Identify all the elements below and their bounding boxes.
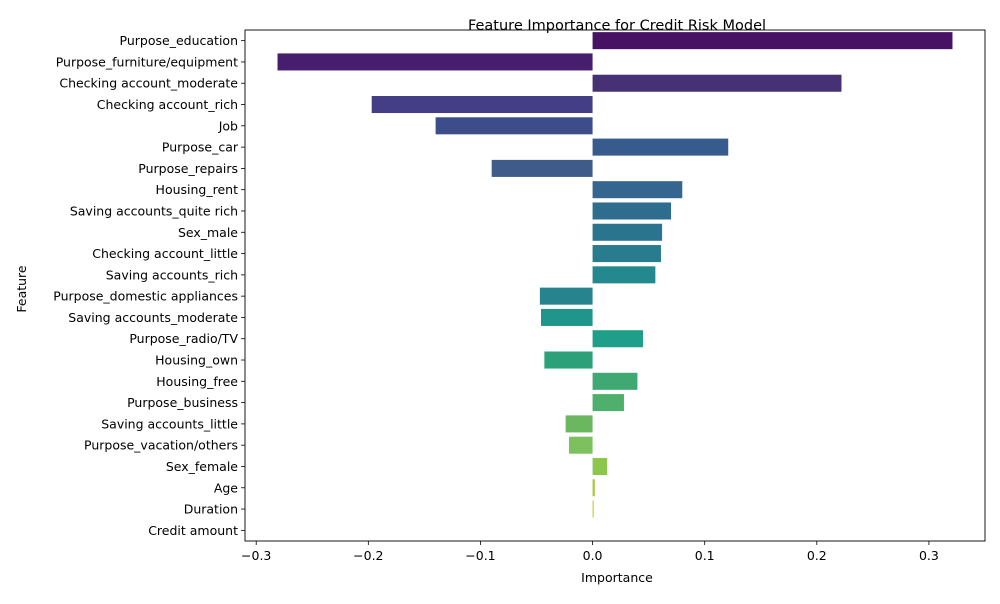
- bar: [592, 266, 656, 284]
- chart-title: Feature Importance for Credit Risk Model: [468, 18, 766, 34]
- bar: [592, 245, 661, 263]
- plot-frame: [244, 29, 986, 542]
- y-axis-label: Feature: [14, 265, 29, 313]
- x-tick-label: −0.2: [353, 548, 383, 563]
- x-tick-label: 0.3: [919, 548, 939, 563]
- bar: [277, 53, 593, 71]
- bar: [592, 479, 595, 497]
- y-tick-label: Purpose_repairs: [138, 161, 238, 176]
- bar: [565, 415, 593, 433]
- bar: [592, 202, 672, 220]
- y-tick-label: Purpose_vacation/others: [84, 438, 238, 453]
- y-tick-label: Checking account_rich: [97, 97, 238, 112]
- bar: [592, 500, 594, 518]
- y-tick-label: Purpose_car: [162, 140, 239, 155]
- y-tick-label: Sex_male: [178, 225, 238, 240]
- y-tick-label: Age: [214, 480, 238, 495]
- y-tick-label: Checking account_little: [92, 246, 238, 261]
- bar: [592, 330, 644, 348]
- x-tick-label: 0.2: [807, 548, 827, 563]
- y-tick-label: Saving accounts_moderate: [68, 310, 238, 325]
- bar: [592, 372, 638, 390]
- bar: [592, 394, 624, 412]
- bar: [491, 159, 593, 177]
- bar: [592, 181, 683, 199]
- y-tick-label: Purpose_furniture/equipment: [56, 54, 238, 69]
- y-tick-label: Checking account_moderate: [59, 76, 238, 91]
- bar: [544, 351, 593, 369]
- x-axis-label: Importance: [581, 570, 653, 585]
- bar: [592, 138, 729, 156]
- bar: [371, 96, 593, 114]
- bar: [539, 287, 593, 305]
- x-tick-label: −0.1: [465, 548, 495, 563]
- y-tick-label: Purpose_business: [127, 395, 238, 410]
- y-tick-label: Saving accounts_quite rich: [70, 203, 238, 218]
- bar: [592, 74, 842, 92]
- bar: [592, 223, 663, 241]
- y-tick-label: Credit amount: [148, 523, 238, 538]
- bar: [541, 308, 593, 326]
- y-tick-label: Duration: [184, 502, 238, 517]
- y-tick-label: Housing_rent: [156, 182, 239, 197]
- y-tick-label: Housing_free: [156, 374, 238, 389]
- y-tick-label: Job: [218, 118, 238, 133]
- y-axis-ticks: Purpose_education Purpose_furniture/equip…: [53, 33, 245, 538]
- y-tick-label: Saving accounts_rich: [106, 267, 238, 282]
- y-tick-label: Purpose_education: [120, 33, 238, 48]
- y-tick-label: Sex_female: [166, 459, 238, 474]
- bar: [435, 117, 593, 135]
- y-tick-label: Saving accounts_little: [101, 416, 238, 431]
- y-tick-label: Purpose_domestic appliances: [53, 289, 238, 304]
- x-tick-label: 0.1: [695, 548, 715, 563]
- bar: [592, 457, 608, 475]
- y-tick-label: Housing_own: [155, 353, 238, 368]
- bar: [592, 32, 953, 50]
- y-tick-label: Purpose_radio/TV: [129, 331, 238, 346]
- bars-group: [277, 32, 953, 518]
- bar: [569, 436, 593, 454]
- x-tick-label: −0.3: [241, 548, 271, 563]
- x-axis-ticks: −0.3 −0.2 −0.1 0.0 0.1 0.2 0.3: [241, 541, 939, 563]
- x-tick-label: 0.0: [583, 548, 603, 563]
